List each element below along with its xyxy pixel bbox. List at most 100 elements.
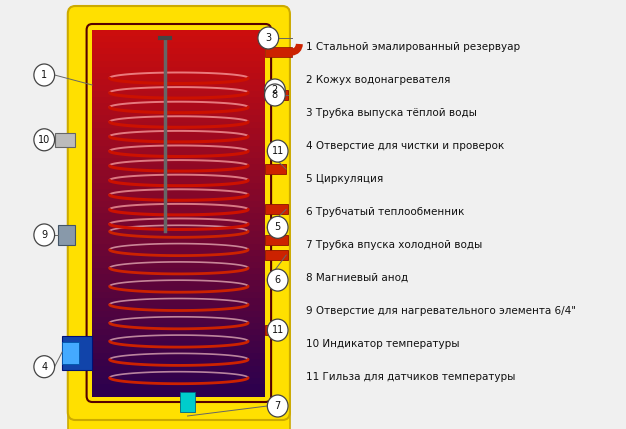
Bar [92,305,265,311]
Bar [62,342,79,364]
Bar [92,207,265,214]
Bar [265,90,288,100]
Circle shape [34,224,54,246]
Text: 7: 7 [275,401,281,411]
Text: 10 Индикатор температуры: 10 Индикатор температуры [306,339,459,349]
Bar [92,91,265,98]
Bar [92,225,265,232]
Bar [92,347,265,354]
Bar [92,244,265,251]
FancyBboxPatch shape [68,6,290,420]
Text: 4 Отверстие для чистки и проверок: 4 Отверстие для чистки и проверок [306,141,504,151]
Circle shape [34,356,54,378]
Bar [92,54,265,61]
Bar [92,158,265,165]
Bar [92,127,265,135]
Bar [92,103,265,110]
Bar [92,268,265,275]
Bar [92,85,265,92]
Bar [265,236,288,245]
Bar [92,36,265,43]
Text: 8: 8 [272,90,278,100]
Bar [265,204,288,214]
Circle shape [267,319,288,341]
Bar [92,372,265,379]
Text: 5: 5 [275,222,281,233]
Bar [92,360,265,366]
Bar [92,292,265,299]
Text: 4: 4 [41,362,48,372]
Text: 1 Стальной эмалированный резервуар: 1 Стальной эмалированный резервуар [306,42,520,52]
Bar [92,115,265,123]
Bar [92,311,265,318]
Bar [92,109,265,116]
Text: 2 Кожух водонагревателя: 2 Кожух водонагревателя [306,75,450,85]
Bar [92,317,265,324]
Bar [92,256,265,263]
Text: 6 Трубчатый теплообменник: 6 Трубчатый теплообменник [306,207,464,217]
Bar [92,195,265,202]
Bar [92,73,265,80]
Text: 6: 6 [275,275,280,285]
Bar [92,390,265,397]
Bar [92,280,265,287]
Circle shape [258,27,279,49]
Bar [92,213,265,220]
Bar [68,412,290,429]
FancyArrow shape [265,47,292,57]
Bar [92,384,265,391]
Circle shape [267,216,288,239]
Bar [92,30,265,37]
Bar [92,97,265,104]
Text: 8 Магниевый анод: 8 Магниевый анод [306,273,408,283]
Text: 2: 2 [272,85,278,95]
Circle shape [265,79,285,101]
Bar [92,366,265,373]
Text: 11: 11 [272,146,284,156]
Text: 10: 10 [38,135,50,145]
Bar [92,164,265,171]
Bar [92,219,265,226]
Circle shape [34,129,54,151]
Bar [58,225,75,245]
Text: 5 Циркуляция: 5 Циркуляция [306,174,383,184]
Bar [92,323,265,330]
Bar [180,392,195,412]
Circle shape [265,84,285,106]
Bar [92,231,265,239]
Bar [92,134,265,141]
Bar [92,170,265,178]
Bar [92,237,265,245]
Bar [92,189,265,196]
Bar [92,146,265,153]
Bar [62,336,92,370]
Bar [92,152,265,159]
Bar [92,48,265,55]
Text: 9: 9 [41,230,48,240]
Text: 11: 11 [272,325,284,335]
Circle shape [267,395,288,417]
Bar [92,121,265,129]
Bar [92,286,265,293]
Bar [92,201,265,208]
Bar [92,353,265,360]
Bar [92,341,265,348]
Text: 1: 1 [41,70,48,80]
Bar [92,378,265,385]
Bar [92,60,265,68]
Bar [92,250,265,257]
Bar [92,335,265,342]
Bar [265,325,286,335]
Text: 3: 3 [265,33,271,43]
Bar [265,164,286,174]
Circle shape [34,64,54,86]
Circle shape [267,269,288,291]
Text: 9 Отверстие для нагревательного элемента 6/4": 9 Отверстие для нагревательного элемента… [306,306,576,316]
Bar [92,140,265,147]
Text: 7 Трубка впуска холодной воды: 7 Трубка впуска холодной воды [306,240,482,250]
Bar [92,66,265,74]
Bar [92,274,265,281]
Bar [92,182,265,190]
Bar [92,176,265,184]
Bar [265,250,288,260]
